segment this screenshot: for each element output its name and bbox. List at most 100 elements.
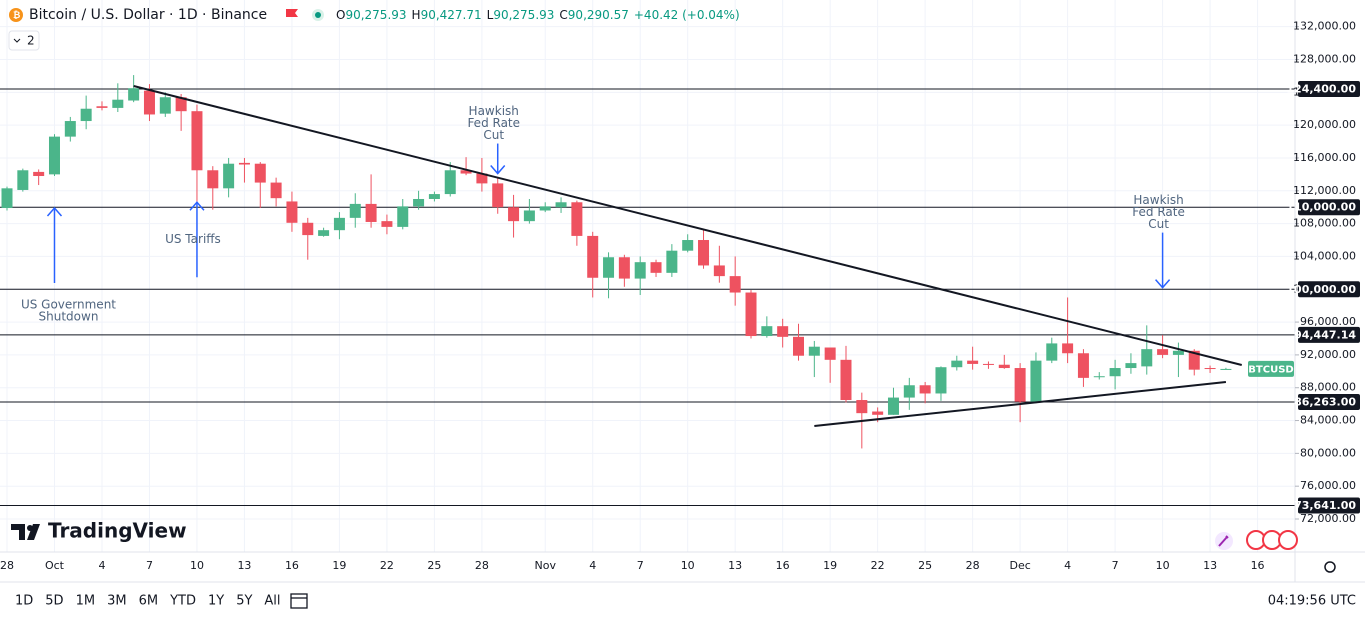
- candle-body: [349, 203, 361, 218]
- candle-body: [159, 97, 171, 114]
- y-tick-label: 80,000.00: [1300, 446, 1356, 459]
- y-tick-label: 88,000.00: [1300, 381, 1356, 394]
- level-tag: [1298, 497, 1360, 514]
- x-tick-label: 28: [966, 559, 980, 572]
- candle-body: [1125, 363, 1137, 369]
- y-tick-label: 120,000.00: [1293, 118, 1356, 131]
- ohlc-value: 90,427.71: [421, 8, 482, 22]
- candle-body: [254, 163, 266, 183]
- candle-body: [1, 188, 13, 209]
- x-tick-label: 16: [285, 559, 299, 572]
- range-button[interactable]: 1Y: [208, 594, 224, 609]
- brand: TradingView: [48, 519, 187, 543]
- level-label: 110,000.00: [1286, 201, 1356, 214]
- candle-body: [175, 97, 187, 112]
- candle-body: [1141, 349, 1153, 367]
- candle-body: [571, 202, 583, 236]
- range-button[interactable]: YTD: [169, 594, 196, 609]
- x-tick-label: 4: [98, 559, 105, 572]
- candle-body: [476, 173, 488, 184]
- candle-body: [698, 240, 710, 266]
- candle-body: [793, 336, 804, 356]
- range-button[interactable]: 1M: [76, 594, 96, 609]
- ohlc-value: 90,275.93: [345, 8, 406, 22]
- candle-body: [603, 257, 615, 278]
- arrow-head: [1155, 279, 1171, 289]
- range-button[interactable]: 6M: [139, 594, 159, 609]
- indicator-toggle[interactable]: [8, 30, 40, 51]
- candle-body: [523, 210, 535, 222]
- candle-body: [777, 326, 789, 337]
- calendar-icon[interactable]: [290, 593, 308, 609]
- arrow-head: [490, 165, 506, 175]
- candle-body: [1030, 360, 1042, 402]
- candle-body: [143, 90, 155, 115]
- candle-body: [80, 108, 92, 122]
- candle-body: [333, 217, 345, 231]
- header: ₿ Bitcoin / U.S. Dollar · 1D · Binance O…: [8, 7, 740, 51]
- candle-body: [302, 222, 314, 236]
- level-tag: [1298, 81, 1360, 98]
- candle-body: [64, 121, 76, 137]
- candle-body: [729, 276, 741, 293]
- axes: 132,000.00128,000.00124,000.00120,000.00…: [0, 20, 1360, 572]
- annotation: US Tariffs: [165, 201, 221, 278]
- candle-body: [112, 99, 124, 108]
- candle-body: [967, 360, 979, 364]
- x-tick-label: 10: [681, 559, 695, 572]
- candle-body: [428, 194, 440, 199]
- candle-body: [381, 221, 393, 227]
- ohlc-values: O90,275.93 H90,427.71 L90,275.93 C90,290.57…: [336, 8, 740, 22]
- y-tick-label: 84,000.00: [1300, 414, 1356, 427]
- annotation-text: Hawkish: [469, 104, 519, 118]
- candle-body: [1109, 368, 1121, 377]
- flag-icon[interactable]: [286, 9, 298, 17]
- y-tick-label: 72,000.00: [1300, 512, 1356, 525]
- symbol-tag: [1248, 360, 1294, 377]
- event-icon[interactable]: [1278, 530, 1298, 550]
- x-tick-label: 4: [589, 559, 596, 572]
- ohlc-key: O: [336, 8, 345, 22]
- candle-body: [856, 400, 868, 414]
- candle-body: [238, 162, 250, 165]
- candle-body: [998, 364, 1010, 369]
- candle-body: [650, 262, 662, 273]
- x-tick-label: 7: [1112, 559, 1119, 572]
- coin-icon: [9, 8, 23, 22]
- trendlines: [133, 85, 1242, 428]
- y-tick-label: 76,000.00: [1300, 479, 1356, 492]
- range-button[interactable]: All: [264, 594, 280, 609]
- annotation-text: Fed Rate: [1132, 205, 1185, 219]
- annotation-text: Cut: [483, 128, 504, 142]
- x-tick-label: 28: [475, 559, 489, 572]
- candle-body: [413, 198, 425, 207]
- y-tick-label: 92,000.00: [1300, 348, 1356, 361]
- x-tick-label: 7: [637, 559, 644, 572]
- range-button[interactable]: 3M: [107, 594, 127, 609]
- candle-body: [618, 257, 630, 279]
- candle-body: [682, 240, 694, 251]
- candle-body: [919, 385, 931, 394]
- candle-body: [444, 170, 456, 195]
- y-tick-label: 108,000.00: [1293, 217, 1356, 230]
- x-tick-label: Nov: [534, 559, 556, 572]
- annotation-text: US Tariffs: [165, 232, 221, 246]
- candle-body: [761, 326, 773, 337]
- candle-body: [17, 170, 29, 190]
- level-label: 124,400.00: [1286, 83, 1356, 96]
- candle-body: [1204, 368, 1216, 370]
- candle-body: [887, 397, 899, 415]
- range-button[interactable]: 5D: [45, 594, 63, 609]
- range-button[interactable]: 1D: [15, 594, 33, 609]
- range-button[interactable]: 5Y: [236, 594, 252, 609]
- coin-glyph: ₿: [13, 10, 20, 21]
- candle-body: [1172, 350, 1184, 355]
- settings-icon[interactable]: [1324, 561, 1336, 573]
- candle-body: [824, 347, 836, 360]
